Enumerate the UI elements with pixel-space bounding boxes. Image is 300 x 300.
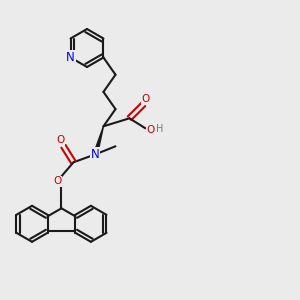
Text: O: O (56, 135, 64, 145)
Text: O: O (141, 94, 150, 104)
Text: H: H (156, 124, 163, 134)
Text: O: O (146, 125, 154, 135)
Text: O: O (53, 176, 62, 186)
Text: N: N (91, 148, 100, 161)
Text: N: N (66, 51, 75, 64)
Polygon shape (94, 126, 103, 155)
